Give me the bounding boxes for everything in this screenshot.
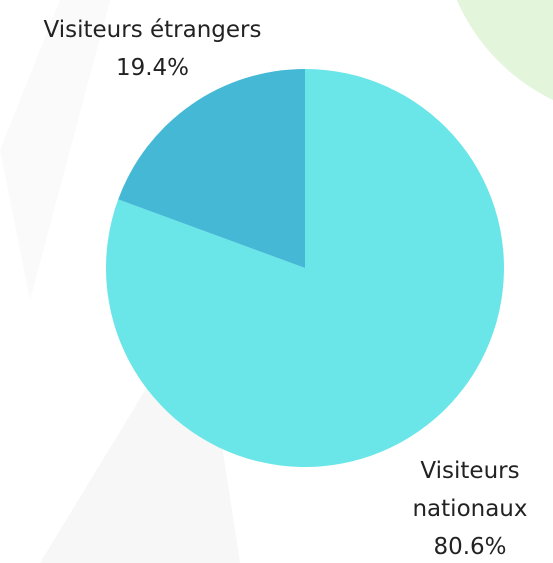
value-label: 19.4% (115, 55, 190, 81)
category-label: Visiteurs étrangers (43, 17, 262, 43)
value-label: 80.6% (433, 534, 507, 560)
slice-label: Visiteurs nationaux 80.6% (395, 452, 545, 563)
slice-label: Visiteurs étrangers 19.4% (0, 11, 305, 87)
decor (456, 0, 553, 101)
pie-slice (118, 69, 306, 268)
decor (0, 0, 110, 300)
category-label: Visiteurs nationaux (412, 458, 528, 522)
